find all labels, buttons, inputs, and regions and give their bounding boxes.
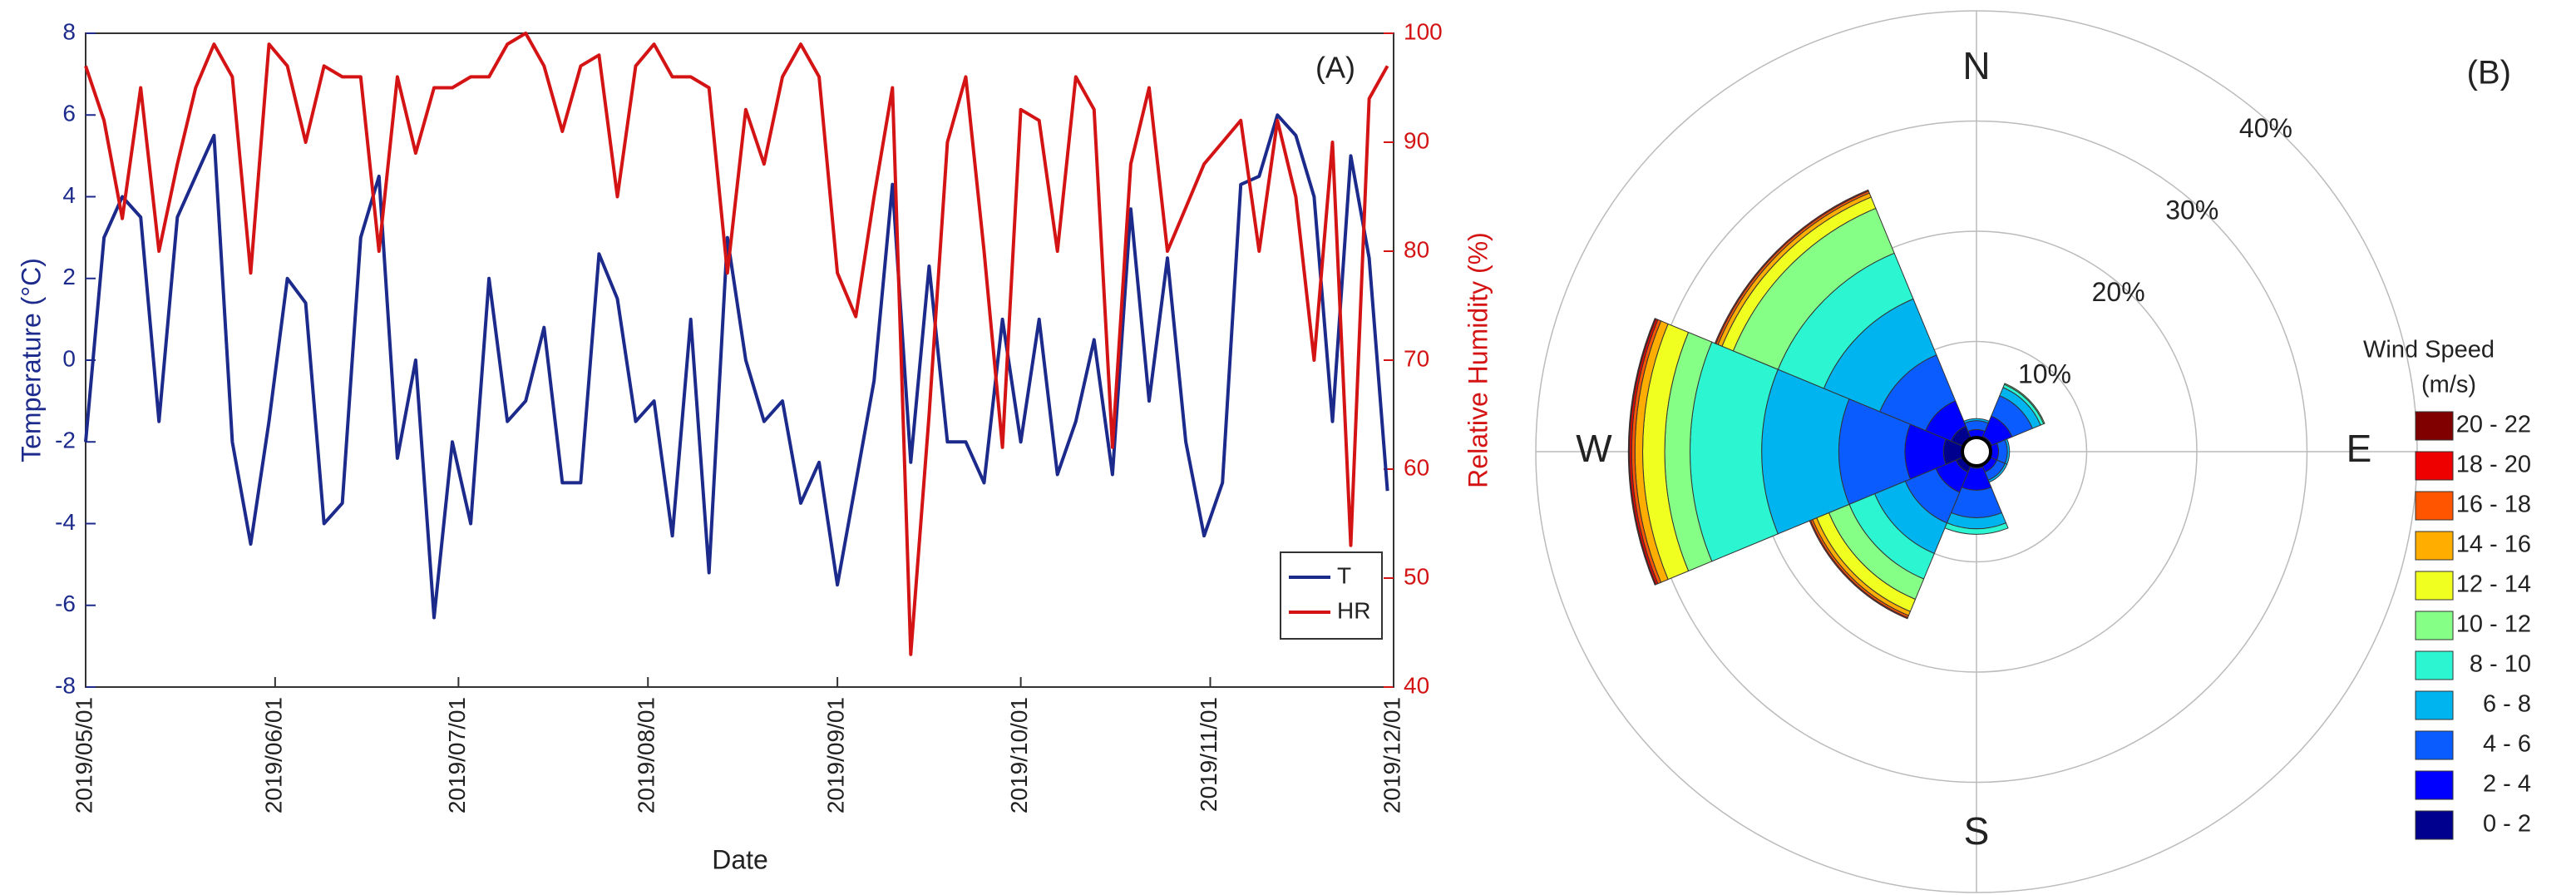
rose-segment — [2003, 383, 2046, 425]
legend-title: (m/s) — [2421, 372, 2476, 398]
legend-swatch — [2415, 611, 2454, 640]
x-tick-label: 2019/08/01 — [634, 697, 659, 813]
y-tick-label: -8 — [55, 672, 76, 698]
legend-label: 16 - 18 — [2456, 492, 2531, 518]
rose-segment — [1963, 418, 1990, 424]
legend-swatch — [2415, 491, 2454, 521]
x-tick-label: 2019/07/01 — [444, 697, 470, 813]
direction-label: W — [1576, 427, 1612, 470]
legend-label: 18 - 20 — [2456, 452, 2531, 478]
legend-swatch — [2415, 531, 2454, 561]
legend-swatch — [2415, 810, 2454, 840]
y-tick-label: -4 — [55, 509, 76, 535]
y-tick-label: 0 — [62, 345, 76, 371]
y-tick-label: -2 — [55, 428, 76, 453]
legend-swatch — [2415, 411, 2454, 441]
legend-swatch — [2415, 451, 2454, 481]
y-tick-label: 8 — [62, 18, 76, 44]
legend-label: 10 - 12 — [2456, 611, 2531, 638]
y-tick-label: 6 — [62, 101, 76, 126]
rose-segment — [1809, 519, 1909, 620]
y2-axis-label: Relative Humidity (%) — [1463, 232, 1493, 488]
y2-tick-label: 80 — [1404, 236, 1429, 262]
series-line — [84, 32, 1389, 656]
legend-swatch — [2415, 690, 2454, 720]
rose-segment — [1944, 522, 2009, 535]
legend-label: 8 - 10 — [2470, 651, 2531, 678]
y-tick-label: -6 — [55, 591, 76, 616]
legend-swatch — [2415, 770, 2454, 800]
legend-title: Wind Speed — [2363, 337, 2495, 363]
y2-tick-label: 100 — [1404, 18, 1443, 44]
rose-segment — [1987, 462, 2008, 483]
x-tick-label: 2019/09/01 — [822, 697, 848, 813]
legend-box — [1280, 551, 1383, 640]
rose-center — [1961, 436, 1992, 467]
legend-swatch — [2415, 571, 2454, 601]
rose-segment — [1964, 420, 1989, 433]
y2-tick-label: 60 — [1404, 454, 1429, 480]
direction-label: E — [2347, 427, 2372, 470]
legend-label: T — [1337, 562, 1351, 588]
direction-label: N — [1962, 44, 1990, 87]
rose-segment — [1996, 439, 2008, 464]
rose-segment — [1714, 189, 1869, 344]
r-tick-label: 40% — [2239, 113, 2292, 143]
r-tick-label: 10% — [2018, 358, 2071, 388]
plot-frame — [85, 32, 1394, 688]
y2-tick-label: 70 — [1404, 345, 1429, 371]
y-axis-label: Temperature (°C) — [16, 258, 46, 462]
rose-segment — [1761, 368, 1850, 535]
legend-swatch — [2415, 650, 2454, 680]
legend-label: 6 - 8 — [2483, 691, 2531, 718]
panel-label: (B) — [2467, 55, 2511, 91]
series-line — [84, 113, 1389, 620]
legend-label: 2 - 4 — [2483, 771, 2531, 798]
x-axis-label: Date — [712, 844, 768, 874]
x-tick-label: 2019/10/01 — [1006, 697, 1032, 813]
y-tick-label: 4 — [62, 182, 76, 208]
panel-label: (A) — [1315, 51, 1355, 85]
y-tick-label: 2 — [62, 264, 76, 289]
x-tick-label: 2019/11/01 — [1196, 697, 1221, 812]
y2-tick-label: 90 — [1404, 127, 1429, 153]
r-tick-label: 30% — [2165, 195, 2218, 225]
legend-label: 14 - 16 — [2456, 532, 2531, 558]
y2-tick-label: 40 — [1404, 672, 1429, 698]
legend-label: 20 - 22 — [2456, 412, 2531, 438]
legend-label: HR — [1337, 597, 1370, 623]
x-tick-label: 2019/05/01 — [71, 697, 96, 813]
legend-label: 12 - 14 — [2456, 571, 2531, 598]
legend-label: 0 - 2 — [2483, 811, 2531, 838]
r-tick-label: 20% — [2092, 277, 2145, 307]
legend-swatch — [2415, 730, 2454, 760]
rose-segment — [1627, 318, 1657, 586]
x-tick-label: 2019/12/01 — [1379, 697, 1404, 813]
y2-tick-label: 50 — [1404, 563, 1429, 589]
direction-label: S — [1964, 809, 1990, 853]
legend-label: 4 - 6 — [2483, 731, 2531, 758]
x-tick-label: 2019/06/01 — [260, 697, 286, 813]
